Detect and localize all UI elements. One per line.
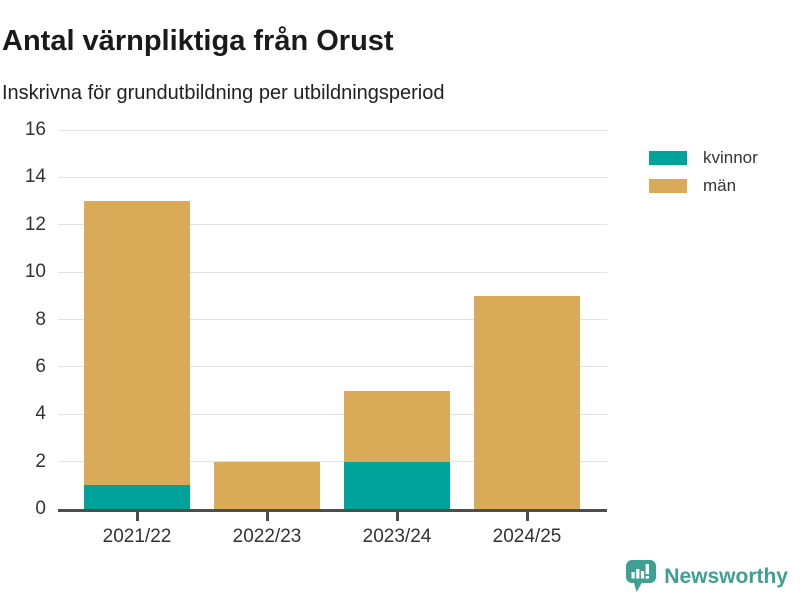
newsworthy-wordmark: Newsworthy (664, 564, 788, 588)
gridline-y-14 (58, 176, 607, 178)
legend-label: kvinnor (703, 148, 758, 167)
gridline-y-10 (58, 271, 607, 273)
bar-2022/23-män (214, 461, 320, 509)
bar-2023/24-män (344, 390, 450, 462)
gridline-y-6 (58, 366, 607, 368)
gridline-y-12 (58, 224, 607, 226)
legend-swatch-kvinnor (649, 151, 687, 165)
chart-title: Antal värnpliktiga från Orust (2, 25, 394, 58)
x-axis-tick (265, 512, 269, 521)
y-axis-tick-label: 14 (24, 166, 46, 188)
legend: kvinnor män (649, 147, 758, 203)
y-axis-tick-label: 4 (35, 403, 46, 425)
y-axis-tick-label: 2 (35, 450, 46, 472)
gridline-y-16 (58, 129, 607, 131)
newsworthy-logo: Newsworthy (625, 559, 788, 594)
bar-2021/22-män (84, 201, 190, 486)
bar-2024/25-män (474, 295, 580, 509)
bar-2023/24-kvinnor (344, 461, 450, 509)
y-axis-tick-label: 16 (24, 119, 46, 140)
x-axis-tick-label: 2022/23 (232, 526, 302, 547)
legend-label: män (703, 176, 737, 195)
x-axis-tick-label: 2021/22 (102, 526, 172, 547)
x-axis-tick (135, 512, 139, 521)
x-axis-tick-label: 2023/24 (362, 526, 432, 547)
gridline-y-2 (58, 461, 607, 463)
plot-area: 0 2 4 6 8 10 12 14 16 2021/22 2022/23 2023/24 2024/2… (25, 120, 607, 547)
legend-swatch-män (649, 179, 687, 193)
x-axis-tick-label: 2024/25 (492, 526, 562, 547)
legend-item-män: män (649, 175, 758, 197)
gridline-y-8 (58, 319, 607, 320)
legend-item-kvinnor: kvinnor (649, 147, 758, 169)
chart-subtitle: Inskrivna för grundutbildning per utbild… (2, 82, 445, 104)
y-axis-tick-label: 8 (35, 308, 46, 330)
newsworthy-icon (626, 560, 657, 592)
y-axis-tick-label: 10 (24, 261, 46, 283)
y-axis-tick-label: 12 (24, 213, 46, 235)
y-axis-tick-label: 6 (35, 355, 46, 377)
x-axis-tick (395, 512, 399, 521)
x-axis-tick (525, 512, 529, 521)
bar-2021/22-kvinnor (84, 485, 190, 509)
gridline-y-4 (58, 413, 607, 415)
y-axis-tick-label: 0 (35, 498, 46, 519)
